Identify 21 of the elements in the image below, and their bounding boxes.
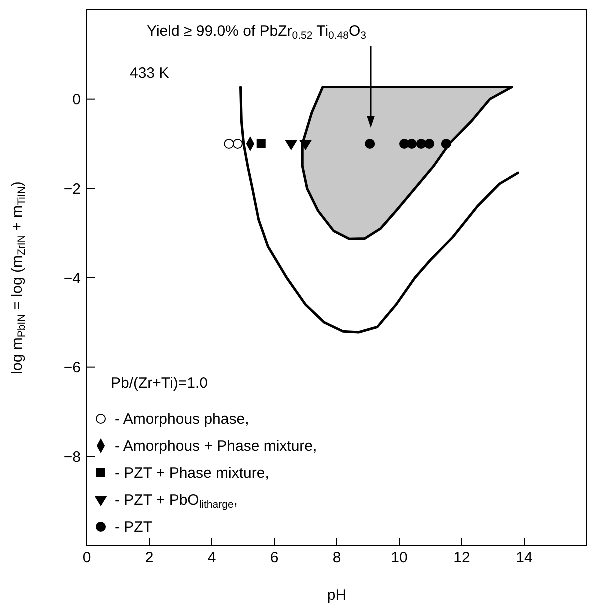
legend-label: - Amorphous + Phase mixture, [115, 438, 318, 455]
legend-label: - Amorphous phase, [115, 411, 250, 428]
annotation: Pb/(Zr+Ti)=1.0 [111, 375, 208, 392]
y-tick-label: 0 [72, 92, 81, 109]
y-tick-label: −2 [64, 180, 81, 198]
y-tick-label: −4 [64, 270, 81, 288]
annotation: Yield ≥ 99.0% of PbZr$_{0.52}$ Ti$_{0.48}$O$_{3}$ [147, 23, 367, 42]
x-tick-label: 6 [270, 550, 279, 567]
legend-label: - PZT + PbO$_{litharge}$, [115, 492, 238, 511]
x-tick-label: 12 [454, 550, 470, 567]
y-tick-label: −6 [64, 360, 81, 377]
x-tick-label: 14 [516, 550, 533, 567]
x-tick-label: 2 [145, 550, 154, 567]
x-tick-label: 4 [208, 550, 216, 567]
annotation: 433 K [130, 65, 170, 82]
x-axis-title: pH [327, 587, 347, 604]
legend-label: - PZT + Phase mixture, [115, 465, 270, 482]
legend-label: - PZT [115, 519, 152, 536]
x-tick-label: 10 [391, 550, 408, 567]
x-tick-label: 8 [332, 550, 342, 567]
y-tick-label: −8 [64, 448, 81, 466]
